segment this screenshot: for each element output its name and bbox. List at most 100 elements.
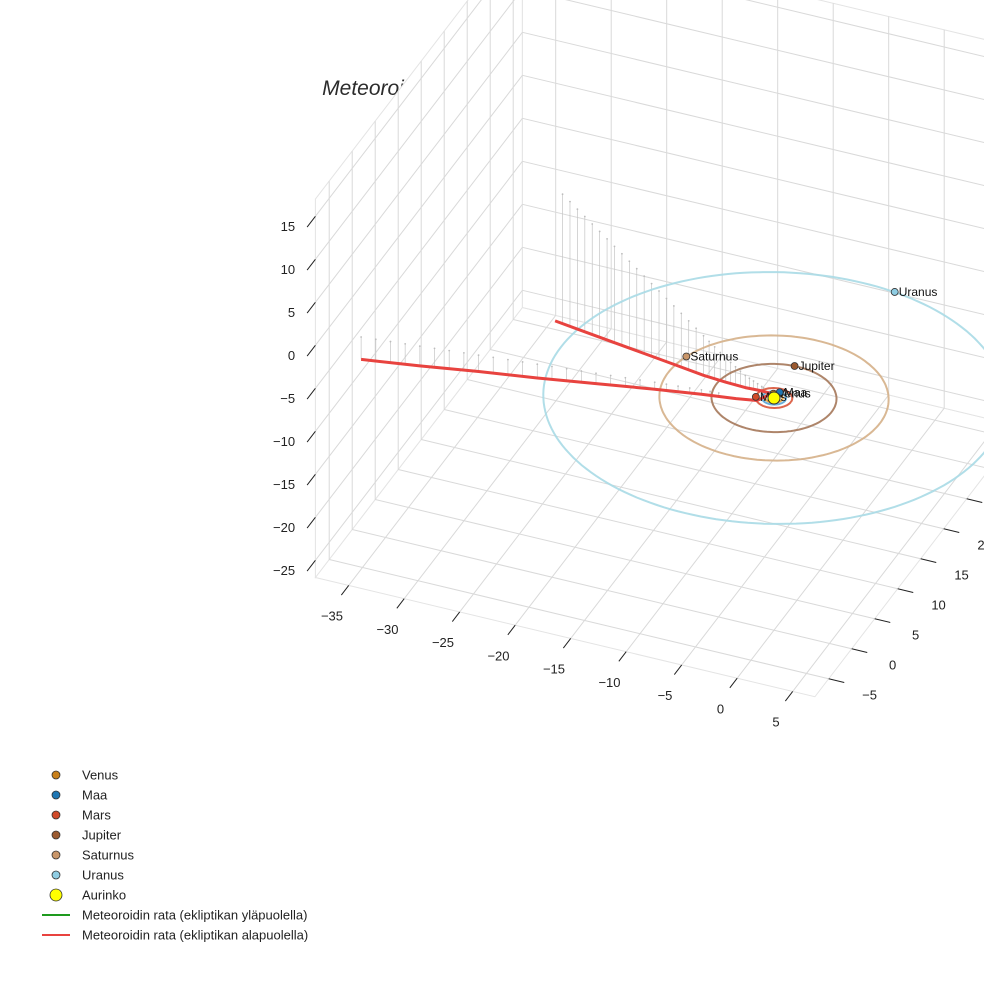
x-tick-mark: [729, 677, 738, 689]
pane-1: [314, 0, 523, 579]
planet-label-venus: Venus: [777, 387, 810, 401]
drop-line-foot: [719, 351, 722, 354]
sun-marker: [767, 391, 781, 405]
legend-label: Saturnus: [82, 848, 135, 863]
x-tick-mark: [784, 691, 794, 702]
grid-z-wall-y: [522, 246, 984, 359]
drop-line-foot: [734, 365, 737, 368]
grid-z-wall-x: [315, 117, 523, 389]
grid-z-wall-x: [315, 160, 523, 432]
legend-label: Uranus: [82, 868, 124, 883]
trajectory-below-ecliptic: [360, 319, 771, 402]
z-tick-label: −5: [280, 391, 295, 406]
drop-line-foot: [653, 381, 656, 384]
grid-z-wall-x: [315, 0, 482, 217]
grid-z-wall-y: [522, 74, 984, 187]
x-tick-label: −35: [321, 609, 343, 624]
y-tick-label: 10: [931, 598, 945, 613]
y-tick-label: −5: [862, 688, 877, 703]
grid-z-wall-x: [315, 31, 523, 303]
grid-z-wall-x: [315, 289, 523, 561]
drop-line-foot: [695, 327, 698, 330]
grid-z-wall-y: [522, 117, 984, 230]
planet-saturnus: [682, 352, 691, 361]
legend-label: Mars: [82, 808, 111, 823]
drop-line-foot: [760, 385, 763, 388]
drop-line-foot: [665, 297, 668, 300]
z-tick-label: 10: [281, 262, 295, 277]
z-tick-label: −15: [273, 477, 295, 492]
drop-line-foot: [635, 267, 638, 270]
legend-label: Aurinko: [82, 888, 126, 903]
y-tick-mark: [851, 648, 868, 653]
drop-line-foot: [521, 361, 524, 363]
drop-line-foot: [713, 346, 716, 348]
drop-line-foot: [688, 387, 691, 389]
drop-line-foot: [739, 370, 742, 373]
x-tick-label: −20: [487, 648, 509, 663]
drop-line-foot: [389, 340, 392, 343]
drop-line-foot: [628, 260, 631, 263]
drop-line-foot: [477, 354, 480, 357]
grid-z-wall-x: [315, 0, 515, 260]
drop-line-foot: [576, 208, 579, 211]
grid-y-floor: [352, 529, 852, 650]
legend-marker: [51, 850, 61, 860]
grid-layer: [314, 0, 984, 698]
legend-label: Venus: [82, 768, 119, 783]
drop-line-foot: [744, 374, 747, 377]
drop-line-foot: [561, 193, 564, 196]
legend-marker: [51, 810, 61, 820]
orbit-maa: [761, 390, 787, 406]
grid-y-floor: [375, 499, 875, 620]
x-tick-mark: [340, 585, 350, 596]
x-tick-label: −15: [543, 662, 565, 677]
y-tick-label: 5: [912, 628, 919, 643]
drop-line-foot: [580, 370, 583, 372]
grid-y-floor: [513, 319, 984, 433]
drop-line-foot: [433, 347, 436, 350]
z-tick-label: 5: [288, 305, 295, 320]
legend-marker: [51, 870, 61, 880]
drop-line-foot: [492, 356, 495, 359]
z-tick-mark: [306, 473, 316, 486]
z-tick-mark: [306, 559, 316, 572]
grid-x-floor: [348, 315, 557, 586]
x-tick-label: −30: [376, 622, 398, 637]
grid-x-floor: [403, 328, 612, 600]
z-tick-mark: [306, 301, 316, 314]
drop-line-foot: [591, 223, 594, 225]
x-tick-mark: [507, 624, 516, 636]
legend-label: Meteoroidin rata (ekliptikan alapuolella…: [82, 928, 308, 943]
grid-x-floor: [792, 441, 984, 692]
z-tick-mark: [306, 430, 316, 443]
planet-label-uranus: Uranus: [899, 285, 938, 299]
grid-z-wall-y: [522, 160, 984, 273]
x-tick-mark: [673, 664, 683, 675]
planet-label-jupiter: Jupiter: [799, 359, 835, 373]
drop-line-foot: [700, 389, 703, 391]
drop-line-foot: [462, 351, 465, 354]
drop-line-foot: [536, 363, 539, 366]
planet-uranus: [890, 288, 899, 296]
drop-line-foot: [702, 334, 705, 337]
drop-line-foot: [665, 383, 668, 386]
legend: Venus Maa Mars Jupiter Saturnus Uranus Aurinko…: [42, 768, 308, 943]
legend-marker: [51, 790, 61, 800]
drop-line-foot: [606, 238, 608, 240]
drop-line-foot: [762, 386, 765, 389]
x-tick-label: −10: [598, 675, 620, 690]
drop-line-foot: [551, 365, 553, 368]
x-tick-mark: [618, 651, 627, 662]
x-tick-mark: [451, 611, 461, 622]
drop-line-foot: [598, 230, 601, 233]
z-tick-mark: [306, 387, 316, 400]
grid-z-wall-x: [315, 203, 523, 475]
x-tick-mark: [396, 598, 405, 609]
grid-y-floor: [490, 349, 984, 468]
legend-label: Jupiter: [82, 828, 122, 843]
x-tick-label: 5: [772, 715, 779, 730]
drop-line-foot: [621, 252, 623, 255]
